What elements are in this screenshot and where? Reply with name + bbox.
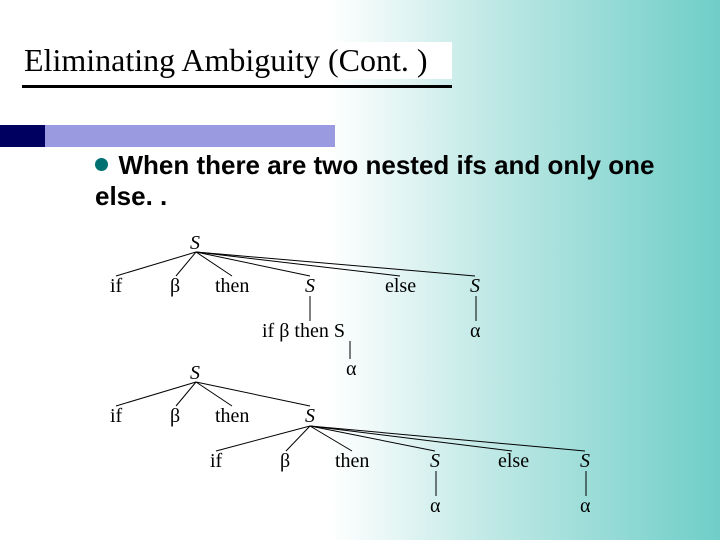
t-S2: S xyxy=(470,275,480,298)
b2-S: S xyxy=(430,450,440,473)
b-beta: β xyxy=(170,405,180,428)
t-else: else xyxy=(385,275,416,298)
t-ar: α xyxy=(470,320,480,343)
b2-beta: β xyxy=(280,450,290,473)
t-exp: if β then S xyxy=(262,320,345,343)
b-S1: S xyxy=(305,405,315,428)
b-then: then xyxy=(215,405,249,428)
tree-area: S if β then S else S if β then S α α S i… xyxy=(0,0,720,540)
b2-else: else xyxy=(498,450,529,473)
t-beta: β xyxy=(170,275,180,298)
b3-a2: α xyxy=(580,495,590,518)
b-if: if xyxy=(110,405,122,428)
b2-then: then xyxy=(335,450,369,473)
b-root: S xyxy=(190,362,200,385)
t-if: if xyxy=(110,275,122,298)
b2-if: if xyxy=(210,450,222,473)
b2-S2: S xyxy=(580,450,590,473)
t-a3: α xyxy=(346,358,356,381)
t-root: S xyxy=(190,232,200,255)
t-S1: S xyxy=(305,275,315,298)
b3-a1: α xyxy=(430,495,440,518)
t-then: then xyxy=(215,275,249,298)
